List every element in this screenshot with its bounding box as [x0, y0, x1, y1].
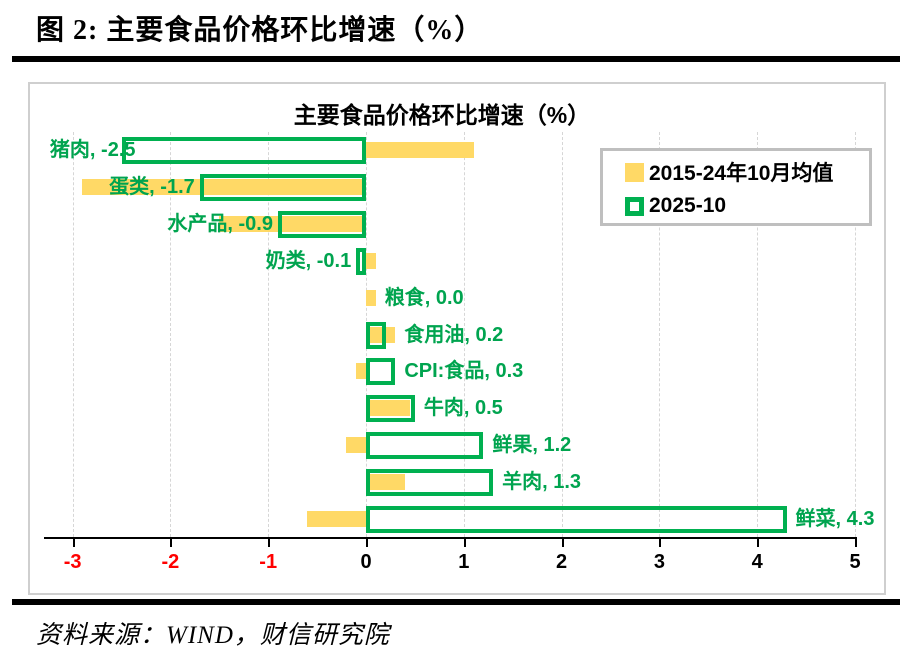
bar-average [346, 436, 366, 453]
legend-label: 2025-10 [649, 194, 727, 217]
data-source-note: 资料来源：WIND，财信研究院 [36, 622, 390, 649]
x-axis-tick [268, 539, 271, 548]
bar-data-label: CPI:食品, 0.3 [404, 360, 524, 383]
bar-current [366, 321, 386, 349]
bar-average [219, 216, 366, 233]
bar-average [366, 400, 410, 417]
plot-area: 猪肉, -2.5 蛋类, -1.7 水产品, -0.9 奶类, -0.1 粮食, 0.0… [30, 84, 884, 593]
bottom-divider-rule [12, 599, 900, 605]
x-axis-tick [561, 539, 564, 548]
gridline [463, 132, 465, 538]
legend-label: 2015-24年10月均值 [649, 162, 834, 185]
bar-average [307, 510, 366, 527]
green-series-swatch-icon [625, 196, 644, 216]
gridline [561, 132, 563, 538]
chart-area: 主要食品价格环比增速（%） 猪肉, -2.5 蛋类, -1.7 水产品, -0.9 奶… [28, 82, 886, 595]
bar-current [366, 468, 494, 496]
chart-legend: 2015-24年10月均值 2025-10 [600, 148, 872, 226]
bar-data-label: 鲜菜, 4.3 [795, 507, 875, 530]
top-divider-rule [12, 56, 900, 62]
gridline [268, 132, 270, 538]
bar-current [366, 431, 484, 459]
x-axis-tick [757, 539, 760, 548]
bar-data-label: 牛肉, 0.5 [423, 397, 503, 420]
x-axis-tick-label: 5 [849, 551, 861, 574]
gridline [659, 132, 661, 538]
bar-data-label: 鲜果, 1.2 [492, 433, 572, 456]
x-axis-tick-label: -2 [161, 551, 180, 574]
gridline [855, 132, 856, 538]
yellow-series-swatch-icon [625, 162, 644, 182]
bar-average [356, 363, 366, 380]
x-axis-tick-label: 0 [360, 551, 372, 574]
x-axis-tick [72, 539, 75, 548]
bar-data-label: 粮食, 0.0 [384, 286, 464, 309]
x-axis-tick [855, 539, 857, 548]
bar-data-label: 猪肉, -2.5 [49, 139, 136, 162]
chart-title: 主要食品价格环比增速（%） [293, 102, 591, 128]
bar-average [366, 289, 376, 306]
x-axis-tick [463, 539, 466, 548]
bar-data-label: 奶类, -0.1 [265, 249, 352, 272]
x-axis-line [43, 537, 857, 540]
gridline [72, 132, 74, 538]
bar-average [366, 252, 376, 269]
x-axis-tick [659, 539, 662, 548]
bar-data-label: 羊肉, 1.3 [502, 470, 582, 493]
bar-current [366, 358, 396, 386]
bar-data-label: 食用油, 0.2 [404, 323, 504, 346]
x-axis-tick-label: 3 [653, 551, 665, 574]
bar-average [366, 142, 474, 159]
x-axis-tick [366, 539, 368, 548]
figure-caption: 图 2: 主要食品价格环比增速（%） [36, 15, 484, 46]
bar-current [121, 137, 366, 165]
bar-average [366, 326, 396, 343]
bar-current [277, 211, 366, 239]
bar-current [199, 174, 366, 202]
bar-average [366, 473, 406, 490]
x-axis-tick-label: -3 [63, 551, 82, 574]
x-axis-tick-label: 2 [556, 551, 568, 574]
x-axis-tick-label: 1 [458, 551, 470, 574]
x-axis-tick-label: 4 [751, 551, 763, 574]
bar-average [82, 179, 366, 196]
bar-current [366, 505, 787, 533]
bar-current [356, 247, 366, 275]
x-axis-tick [170, 539, 173, 548]
legend-item-average: 2015-24年10月均值 [625, 161, 833, 185]
bar-data-label: 水产品, -0.9 [167, 213, 273, 236]
bar-data-label: 蛋类, -1.7 [109, 176, 195, 199]
gridline [170, 132, 172, 538]
gridline [757, 132, 759, 538]
x-axis-tick-label: -1 [259, 551, 278, 574]
bar-current [366, 395, 415, 423]
legend-item-current: 2025-10 [625, 194, 727, 217]
